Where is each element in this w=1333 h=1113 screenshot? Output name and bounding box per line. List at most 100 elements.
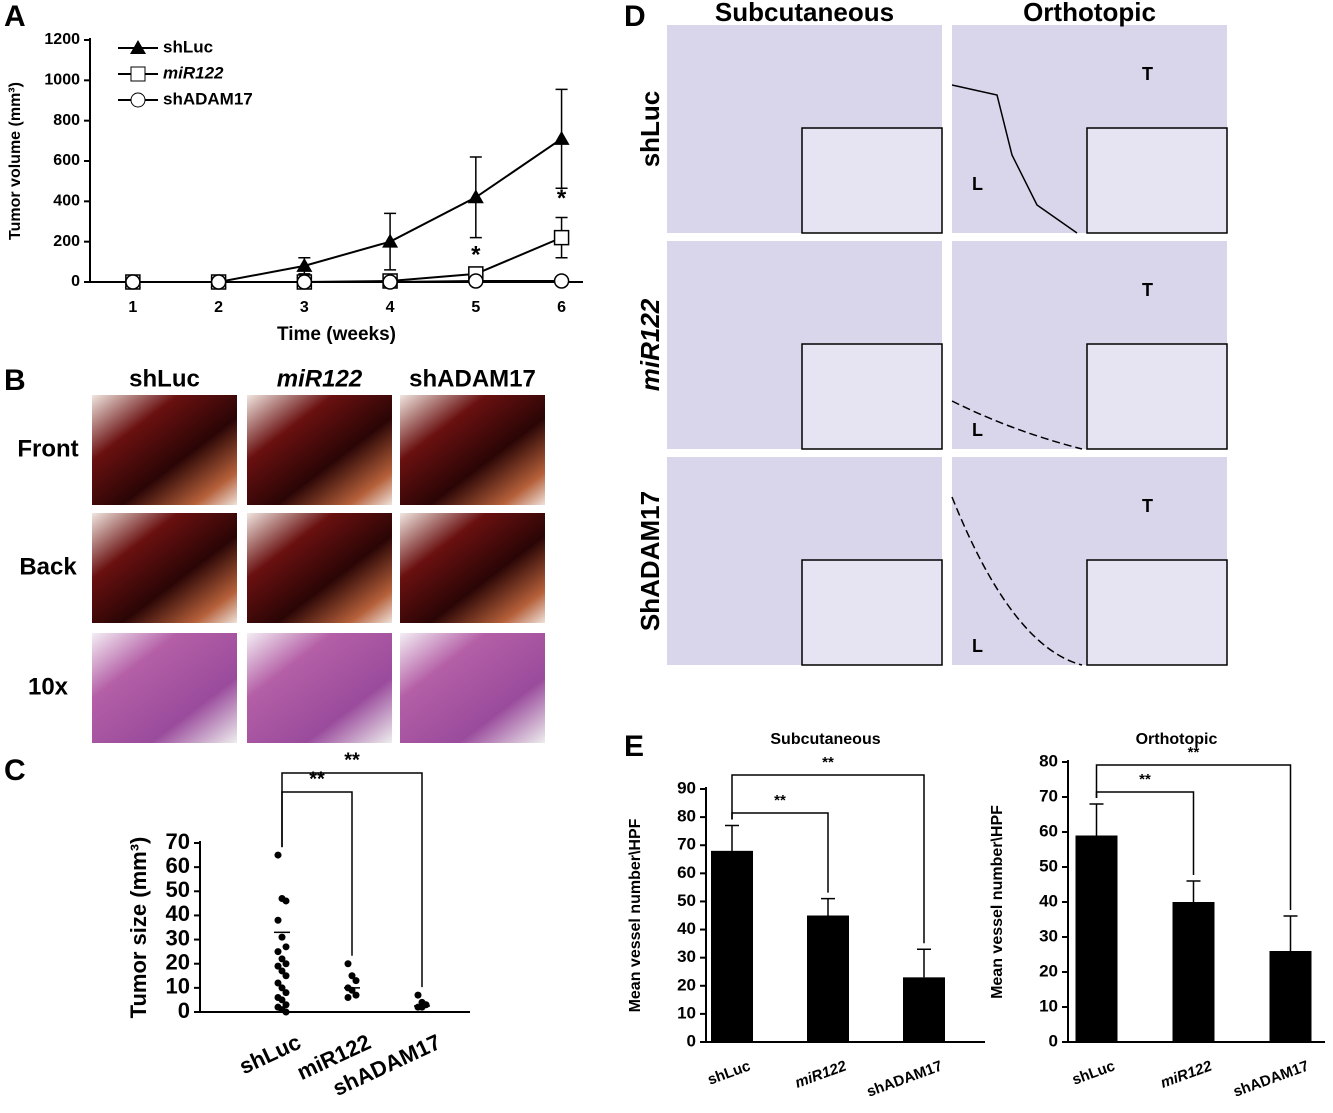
inset [801,343,943,450]
x-tick-label: 1 [128,299,137,316]
row-label: shLuc [635,91,665,168]
tissue-label: T [1142,496,1153,516]
inset [1086,127,1228,234]
point [282,972,290,980]
point [344,960,352,968]
line [132,279,562,283]
bar [1075,835,1118,1042]
annotation: ** [822,754,834,771]
legend-label: shADAM17 [163,89,253,108]
point [282,1008,290,1016]
marker [296,274,313,290]
point [278,967,286,975]
tissue-label: T [1142,280,1153,300]
y-tick-label: 40 [166,901,190,926]
point [282,897,290,905]
line [132,236,562,283]
photo [92,395,237,505]
point [278,933,286,941]
legend-label: miR122 [163,63,224,82]
row-label: Front [17,435,78,462]
boundary [951,496,1083,666]
x-tick-label: 3 [300,299,309,316]
marker [125,274,141,290]
tissue-label: L [972,174,983,194]
marker [382,274,398,290]
panel-letter: E [624,730,644,763]
y-tick-label: 30 [166,925,190,950]
marker [210,274,227,290]
y-tick-label: 40 [677,919,696,938]
photo [92,513,237,623]
column-header: miR122 [277,365,363,392]
legend-marker [130,40,146,54]
x-tick-label: miR122 [1158,1057,1215,1091]
y-tick-label: 60 [677,863,696,882]
annotation: * [471,241,481,268]
point [418,1003,426,1011]
significance-bracket [731,774,925,944]
y-tick-label: 400 [53,193,80,210]
bar [903,977,945,1042]
photo [400,633,545,743]
y-tick-label: 30 [677,947,696,966]
boundary [951,400,1083,450]
error-bar [1283,915,1298,951]
column-header: Subcutaneous [715,0,894,27]
y-tick-label: 60 [166,853,190,878]
chart-title: Orthotopic [1136,731,1218,748]
inset [801,127,943,234]
row-label: miR122 [635,298,665,391]
point [274,916,282,924]
photo [247,633,392,743]
annotation: ** [344,749,360,771]
y-tick-label: 10 [1039,996,1058,1015]
x-tick-label: miR122 [793,1057,850,1091]
marker [553,273,570,289]
row-label: ShADAM17 [635,491,665,631]
annotation: ** [309,768,325,790]
boundary [951,84,1078,234]
y-tick-label: 10 [677,1003,696,1022]
y-tick-label: 600 [53,152,80,169]
significance-bracket [1095,764,1292,910]
point [274,979,282,987]
panel-letter: C [4,754,26,787]
y-axis-label: Mean vessel number\HPF [627,818,644,1012]
panel-letters: A B C D E [4,0,646,787]
y-tick-label: 90 [677,778,696,797]
point [282,960,290,968]
point [282,943,290,951]
legend-marker [130,92,146,108]
inset [1086,343,1228,450]
tissue-label: T [1142,64,1153,84]
annotation: ** [1139,771,1151,788]
y-tick-label: 80 [677,807,696,826]
y-tick-label: 50 [166,877,190,902]
column-header: Orthotopic [1023,0,1156,27]
y-axis-label: Mean vessel number\HPF [989,805,1006,999]
y-tick-label: 1000 [44,72,80,89]
marker [468,273,484,289]
legend-marker [130,66,146,82]
y-axis-label: Tumor volume (mm³) [7,82,24,240]
photo [247,395,392,505]
x-tick-label: shLuc [705,1058,752,1089]
y-tick-label: 20 [166,950,190,975]
y-tick-label: 200 [53,233,80,250]
y-tick-label: 0 [178,998,190,1023]
y-tick-label: 10 [166,974,190,999]
y-tick-label: 800 [53,112,80,129]
row-label: Back [19,553,77,580]
x-tick-label: 5 [471,299,480,316]
marker [467,189,484,204]
legend-label: shLuc [163,37,213,56]
point [344,994,352,1002]
point [352,991,360,999]
y-axis-label: Tumor size (mm³) [126,837,151,1019]
photo [92,633,237,743]
photo [400,395,545,505]
y-tick-label: 20 [1039,961,1058,980]
x-tick-label: 2 [214,299,223,316]
